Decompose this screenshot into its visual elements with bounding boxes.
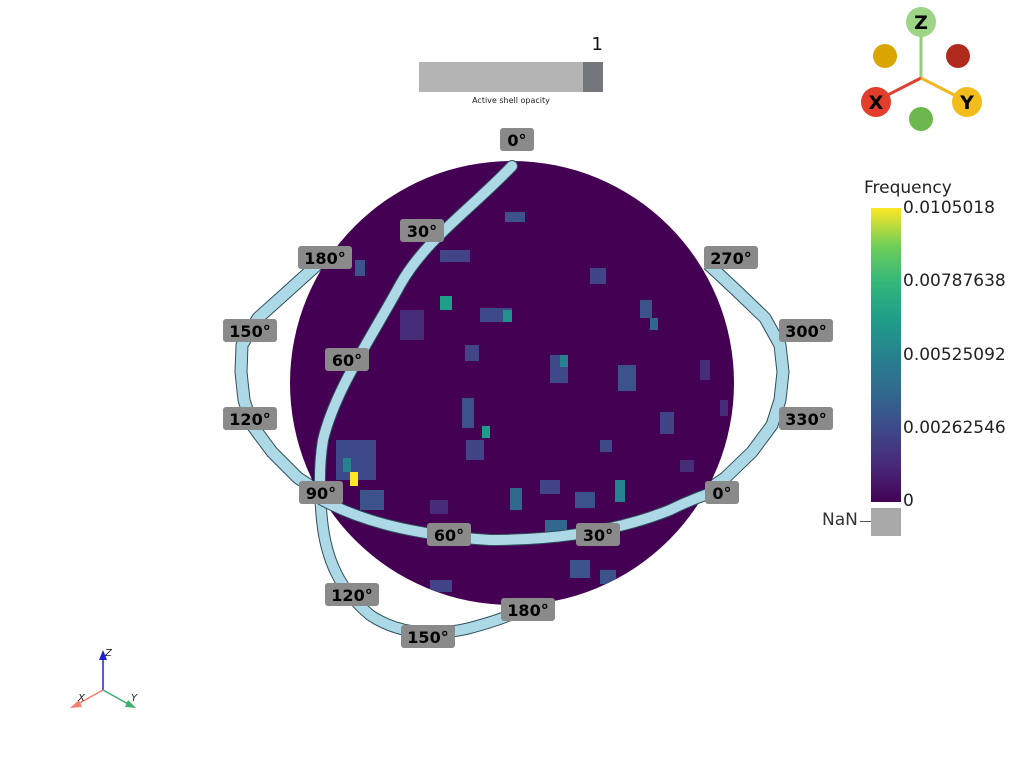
frequency-cell	[355, 260, 365, 276]
frequency-cell	[510, 488, 522, 510]
frequency-cell	[720, 400, 728, 416]
opacity-slider-caption: Active shell opacity	[472, 96, 550, 105]
colorbar-nan-swatch	[871, 508, 901, 536]
frequency-cell	[505, 212, 525, 222]
orientation-y-label: Y	[959, 92, 974, 114]
angle-label: 180°	[298, 246, 352, 269]
colorbar-tick-label: 0.00525092	[903, 345, 1006, 365]
angle-label: 0°	[705, 481, 739, 504]
frequency-cell	[343, 458, 351, 472]
frequency-cell	[440, 250, 470, 262]
frequency-cell	[618, 365, 636, 391]
svg-text:150°: 150°	[407, 628, 448, 647]
angle-label: 120°	[325, 583, 379, 606]
frequency-cell	[600, 440, 612, 452]
svg-text:90°: 90°	[306, 484, 336, 503]
svg-text:30°: 30°	[583, 526, 613, 545]
orientation-x-label: X	[869, 92, 884, 114]
triad-z-label: Z	[104, 648, 113, 659]
frequency-cell	[615, 480, 625, 502]
frequency-cell	[570, 560, 590, 578]
frequency-cell	[590, 268, 606, 284]
svg-text:270°: 270°	[710, 249, 751, 268]
frequency-cell	[540, 480, 560, 494]
frequency-cell	[575, 492, 595, 508]
angle-label: 330°	[779, 407, 833, 430]
angle-label: 180°	[501, 598, 555, 621]
colorbar: Frequency 0.0105018 0.00787638 0.0052509…	[820, 178, 1020, 548]
triad-x-label: X	[77, 693, 86, 704]
frequency-cell	[680, 460, 694, 472]
orientation-z-label: Z	[914, 12, 928, 34]
frequency-cell	[462, 398, 474, 428]
opacity-value: 1	[591, 34, 603, 55]
frequency-cell	[430, 500, 448, 514]
svg-text:120°: 120°	[331, 586, 372, 605]
colorbar-nan-tick	[860, 521, 872, 522]
frequency-cell	[440, 296, 452, 310]
svg-text:0°: 0°	[712, 484, 731, 503]
orientation-z-dot[interactable]	[906, 7, 936, 37]
colorbar-tick-label: 0	[903, 491, 914, 511]
angle-label: 270°	[704, 246, 758, 269]
outer-ring	[234, 259, 790, 501]
frequency-cell	[660, 412, 674, 434]
angle-label: 0°	[500, 128, 534, 151]
svg-text:0°: 0°	[507, 131, 526, 150]
colorbar-tick-label: 0.00262546	[903, 418, 1006, 438]
frequency-cell	[700, 360, 710, 380]
angle-label: 30°	[400, 219, 444, 242]
colorbar-gradient	[871, 208, 901, 502]
equator-ring	[316, 484, 726, 547]
triad-y-label: Y	[131, 693, 138, 704]
colorbar-title: Frequency	[864, 178, 952, 198]
svg-text:60°: 60°	[434, 526, 464, 545]
angle-label: 60°	[427, 523, 471, 546]
svg-text:300°: 300°	[785, 322, 826, 341]
frequency-cell	[482, 426, 490, 438]
svg-text:30°: 30°	[407, 222, 437, 241]
frequency-cell	[600, 570, 616, 584]
orientation-neg-y-dot[interactable]	[946, 44, 970, 68]
frequency-cell	[430, 580, 452, 592]
angle-label: 30°	[576, 523, 620, 546]
frequency-cell	[650, 318, 658, 330]
svg-text:180°: 180°	[507, 601, 548, 620]
svg-text:60°: 60°	[332, 351, 362, 370]
angle-label: 300°	[779, 319, 833, 342]
frequency-cell	[465, 345, 479, 361]
angle-label: 60°	[325, 348, 369, 371]
svg-text:120°: 120°	[229, 410, 270, 429]
orientation-y-dot[interactable]	[952, 87, 982, 117]
frequency-cell	[466, 440, 484, 460]
svg-text:180°: 180°	[304, 249, 345, 268]
svg-text:150°: 150°	[229, 322, 270, 341]
colorbar-tick-label: 0.00787638	[903, 271, 1006, 291]
orientation-widget[interactable]: Z X Y	[861, 7, 982, 131]
angle-labels: 0° 30° 60° 90° 120° 150° 180° 30° 60° 180° 150° 120…	[223, 128, 833, 648]
angle-label: 90°	[299, 481, 343, 504]
orientation-x-dot[interactable]	[861, 87, 891, 117]
angle-label: 120°	[223, 407, 277, 430]
svg-text:330°: 330°	[785, 410, 826, 429]
frequency-cell	[350, 472, 358, 486]
frequency-cell	[360, 490, 384, 510]
frequency-cell	[640, 300, 652, 318]
axes-triad: Z X Y	[70, 648, 138, 708]
frequency-cell	[400, 310, 424, 340]
angle-label: 150°	[223, 319, 277, 342]
colorbar-tick-label: 0.0105018	[903, 198, 995, 218]
orientation-neg-x-dot[interactable]	[873, 44, 897, 68]
angle-label: 150°	[401, 625, 455, 648]
frequency-cell	[560, 355, 568, 367]
orientation-neg-z-dot[interactable]	[909, 107, 933, 131]
colorbar-nan-label: NaN	[822, 510, 858, 530]
opacity-slider-track[interactable]	[419, 62, 603, 92]
opacity-slider[interactable]: 1 Active shell opacity	[419, 34, 609, 108]
frequency-cells	[336, 212, 728, 592]
opacity-slider-handle[interactable]	[583, 62, 603, 92]
frequency-cell	[503, 310, 512, 322]
